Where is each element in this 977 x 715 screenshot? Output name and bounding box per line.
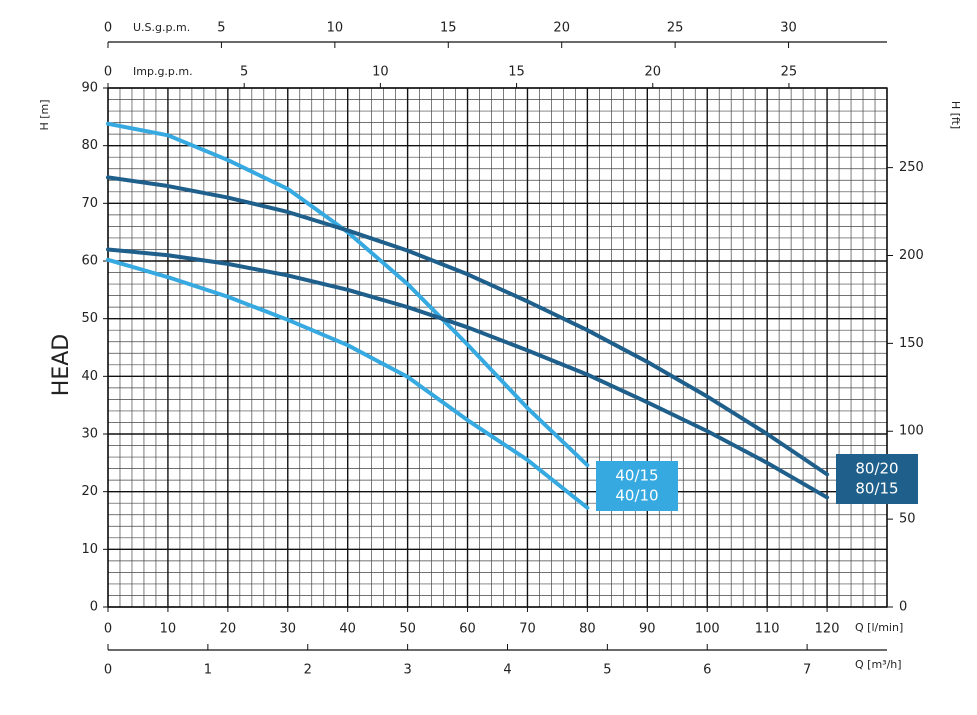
- extra-axis-tick-label: 6: [703, 663, 711, 678]
- extra-axis-tick-label: 15: [440, 21, 457, 36]
- y-tick-label: 90: [81, 81, 98, 96]
- y-tick-label: 70: [81, 196, 98, 211]
- y-axis-label: H [m]: [38, 99, 51, 130]
- extra-axis-label: Q [m³/h]: [855, 658, 902, 671]
- extra-axis-label: Imp.g.p.m.: [133, 65, 193, 78]
- y-tick-label: 10: [81, 542, 98, 557]
- extra-axis-tick-label: 15: [508, 65, 525, 80]
- legend-label: 80/15: [855, 480, 898, 498]
- extra-axis-tick-label: 3: [403, 663, 411, 678]
- y-tick-label: 20: [81, 484, 98, 499]
- extra-axis-tick-label: 25: [781, 65, 798, 80]
- legend-box: [596, 461, 678, 511]
- y-tick-label: 40: [81, 369, 98, 384]
- y2-tick-label: 200: [899, 248, 924, 263]
- y-tick-label: 30: [81, 427, 98, 442]
- plot-frame: [107, 87, 888, 608]
- legend-label: 40/15: [615, 467, 658, 485]
- side-label: HEAD: [49, 334, 74, 396]
- curve: [106, 257, 590, 510]
- extra-axis-tick-label: 4: [503, 663, 511, 678]
- extra-axis-tick-label: 0: [104, 65, 112, 80]
- y-tick-label: 60: [81, 254, 98, 269]
- x-tick-label: 110: [755, 622, 780, 637]
- extra-axis-label: U.S.g.p.m.: [133, 21, 190, 34]
- extra-axis-tick-label: 30: [780, 21, 797, 36]
- x-tick-label: 90: [639, 622, 656, 637]
- curve: [106, 247, 830, 500]
- x-tick-label: 50: [399, 622, 416, 637]
- extra-axis-tick-label: 7: [803, 663, 811, 678]
- x-tick-label: 20: [220, 622, 237, 637]
- x-tick-label: 0: [104, 622, 112, 637]
- extra-axis-tick-label: 5: [217, 21, 225, 36]
- x-tick-label: 60: [459, 622, 476, 637]
- legend-label: 40/10: [615, 487, 658, 505]
- curve: [106, 175, 830, 477]
- x-tick-label: 80: [579, 622, 596, 637]
- y2-tick-label: 250: [899, 160, 924, 175]
- extra-axis-tick-label: 25: [667, 21, 684, 36]
- x-tick-label: 40: [339, 622, 356, 637]
- y2-axis-label: H [ft]: [949, 101, 962, 129]
- extra-axis-tick-label: 2: [304, 663, 312, 678]
- y-tick-label: 50: [81, 311, 98, 326]
- extra-axis-tick-label: 5: [603, 663, 611, 678]
- y-tick-label: 80: [81, 138, 98, 153]
- x-tick-label: 120: [815, 622, 840, 637]
- y2-tick-label: 0: [899, 600, 907, 615]
- extra-axis-tick-label: 20: [644, 65, 661, 80]
- extra-axis-tick-label: 0: [104, 21, 112, 36]
- x-tick-label: 70: [519, 622, 536, 637]
- y2-tick-label: 150: [899, 336, 924, 351]
- x-tick-label: 100: [695, 622, 720, 637]
- extra-axis-tick-label: 10: [372, 65, 389, 80]
- extra-axis-tick-label: 5: [240, 65, 248, 80]
- x-tick-label: 10: [160, 622, 177, 637]
- x-axis-label: Q [l/min]: [855, 621, 903, 634]
- y2-tick-label: 100: [899, 424, 924, 439]
- extra-axis-tick-label: 1: [204, 663, 212, 678]
- legend-box: [836, 454, 918, 504]
- extra-axis-tick-label: 20: [553, 21, 570, 36]
- legend-label: 80/20: [855, 460, 898, 478]
- extra-axis-tick-label: 10: [327, 21, 344, 36]
- y-tick-label: 0: [90, 600, 98, 615]
- x-tick-label: 30: [279, 622, 296, 637]
- y2-tick-label: 50: [899, 512, 916, 527]
- extra-axis-tick-label: 0: [104, 663, 112, 678]
